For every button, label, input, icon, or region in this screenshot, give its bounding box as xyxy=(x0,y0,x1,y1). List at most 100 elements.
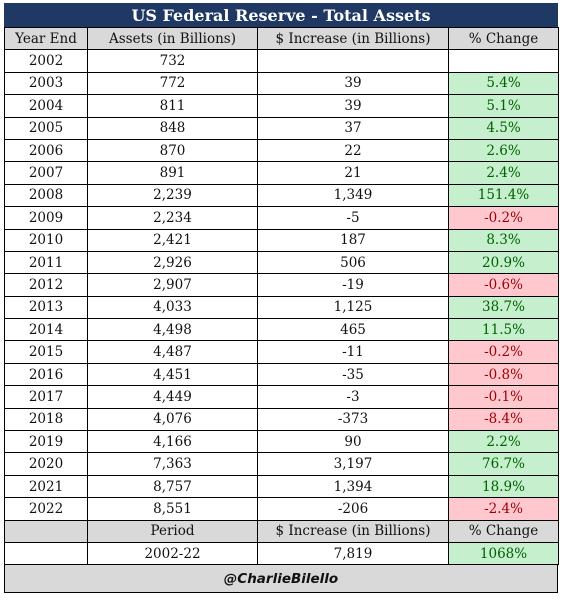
year-cell: 2013 xyxy=(4,295,88,320)
table-body: 2002 732 2003 772 39 5.4% 2004 811 39 5.1% 2005 848… xyxy=(4,49,559,521)
footer-handle: @CharlieBilello xyxy=(4,565,558,594)
table-title: US Federal Reserve - Total Assets xyxy=(4,3,558,27)
year-cell: 2007 xyxy=(4,161,88,185)
year-cell: 2002 xyxy=(4,49,88,73)
year-cell: 2014 xyxy=(4,318,88,342)
table-row: 2020 7,363 3,197 76.7% xyxy=(4,452,559,476)
assets-cell: 7,363 xyxy=(87,452,258,476)
year-cell: 2022 xyxy=(4,497,88,521)
assets-cell: 772 xyxy=(87,71,258,96)
table-row: 2021 8,757 1,394 18.9% xyxy=(4,474,559,499)
assets-cell: 732 xyxy=(87,49,258,73)
change-cell: 8.3% xyxy=(448,228,559,252)
assets-table: Year End Assets (in Billions) $ Increase… xyxy=(4,26,559,566)
assets-cell: 2,234 xyxy=(87,206,258,230)
table-row: 2022 8,551 -206 -2.4% xyxy=(4,497,559,521)
change-cell: 5.4% xyxy=(448,71,559,96)
header-assets: Assets (in Billions) xyxy=(87,26,258,51)
change-cell: -0.8% xyxy=(448,362,559,387)
table-frame: US Federal Reserve - Total Assets Year E… xyxy=(4,3,559,594)
assets-cell: 891 xyxy=(87,161,258,185)
increase-cell: 90 xyxy=(257,430,449,454)
assets-cell: 4,166 xyxy=(87,430,258,454)
increase-cell: 3,197 xyxy=(257,452,449,476)
increase-cell: -5 xyxy=(257,206,449,230)
summary-value-row: 2002-22 7,819 1068% xyxy=(4,541,559,566)
year-cell: 2017 xyxy=(4,385,88,409)
summary-blank-value xyxy=(4,541,88,566)
increase-cell: 1,394 xyxy=(257,474,449,499)
table-row: 2004 811 39 5.1% xyxy=(4,94,559,118)
assets-cell: 2,239 xyxy=(87,183,258,208)
year-cell: 2015 xyxy=(4,340,88,364)
header-row: Year End Assets (in Billions) $ Increase… xyxy=(4,26,559,51)
change-cell xyxy=(448,49,559,73)
change-cell: -0.6% xyxy=(448,273,559,297)
year-cell: 2004 xyxy=(4,94,88,118)
change-cell: 4.5% xyxy=(448,116,559,140)
year-cell: 2006 xyxy=(4,138,88,163)
change-cell: -8.4% xyxy=(448,407,559,432)
summary-period-value: 2002-22 xyxy=(87,541,258,566)
table-row: 2002 732 xyxy=(4,49,559,73)
assets-cell: 4,033 xyxy=(87,295,258,320)
table-row: 2012 2,907 -19 -0.6% xyxy=(4,273,559,297)
increase-cell: -35 xyxy=(257,362,449,387)
table-row: 2010 2,421 187 8.3% xyxy=(4,228,559,252)
increase-cell: 187 xyxy=(257,228,449,252)
increase-cell: -11 xyxy=(257,340,449,364)
assets-cell: 4,487 xyxy=(87,340,258,364)
change-cell: -0.1% xyxy=(448,385,559,409)
summary-change-value: 1068% xyxy=(448,541,559,566)
table-row: 2011 2,926 506 20.9% xyxy=(4,250,559,275)
table-row: 2013 4,033 1,125 38.7% xyxy=(4,295,559,320)
increase-cell: 39 xyxy=(257,94,449,118)
summary-increase-label: $ Increase (in Billions) xyxy=(257,519,449,543)
increase-cell: 22 xyxy=(257,138,449,163)
table-row: 2003 772 39 5.4% xyxy=(4,71,559,96)
table-row: 2018 4,076 -373 -8.4% xyxy=(4,407,559,432)
change-cell: 2.2% xyxy=(448,430,559,454)
increase-cell: 1,349 xyxy=(257,183,449,208)
table-row: 2006 870 22 2.6% xyxy=(4,138,559,163)
increase-cell: 21 xyxy=(257,161,449,185)
summary-increase-value: 7,819 xyxy=(257,541,449,566)
table-row: 2005 848 37 4.5% xyxy=(4,116,559,140)
change-cell: 18.9% xyxy=(448,474,559,499)
change-cell: 5.1% xyxy=(448,94,559,118)
year-cell: 2010 xyxy=(4,228,88,252)
assets-cell: 2,421 xyxy=(87,228,258,252)
year-cell: 2019 xyxy=(4,430,88,454)
header-year: Year End xyxy=(4,26,88,51)
header-change: % Change xyxy=(448,26,559,51)
change-cell: -0.2% xyxy=(448,206,559,230)
change-cell: 38.7% xyxy=(448,295,559,320)
table-row: 2017 4,449 -3 -0.1% xyxy=(4,385,559,409)
year-cell: 2016 xyxy=(4,362,88,387)
increase-cell: 39 xyxy=(257,71,449,96)
change-cell: 76.7% xyxy=(448,452,559,476)
year-cell: 2018 xyxy=(4,407,88,432)
assets-cell: 2,926 xyxy=(87,250,258,275)
change-cell: 2.4% xyxy=(448,161,559,185)
table-row: 2014 4,498 465 11.5% xyxy=(4,318,559,342)
increase-cell: -373 xyxy=(257,407,449,432)
change-cell: 2.6% xyxy=(448,138,559,163)
year-cell: 2011 xyxy=(4,250,88,275)
increase-cell: 37 xyxy=(257,116,449,140)
table-row: 2015 4,487 -11 -0.2% xyxy=(4,340,559,364)
year-cell: 2009 xyxy=(4,206,88,230)
change-cell: 151.4% xyxy=(448,183,559,208)
table-row: 2016 4,451 -35 -0.8% xyxy=(4,362,559,387)
year-cell: 2020 xyxy=(4,452,88,476)
assets-cell: 2,907 xyxy=(87,273,258,297)
increase-cell xyxy=(257,49,449,73)
summary-label-row: Period $ Increase (in Billions) % Change xyxy=(4,519,559,543)
summary-period-label: Period xyxy=(87,519,258,543)
year-cell: 2005 xyxy=(4,116,88,140)
increase-cell: 465 xyxy=(257,318,449,342)
assets-cell: 870 xyxy=(87,138,258,163)
change-cell: -2.4% xyxy=(448,497,559,521)
assets-cell: 8,757 xyxy=(87,474,258,499)
table-row: 2008 2,239 1,349 151.4% xyxy=(4,183,559,208)
